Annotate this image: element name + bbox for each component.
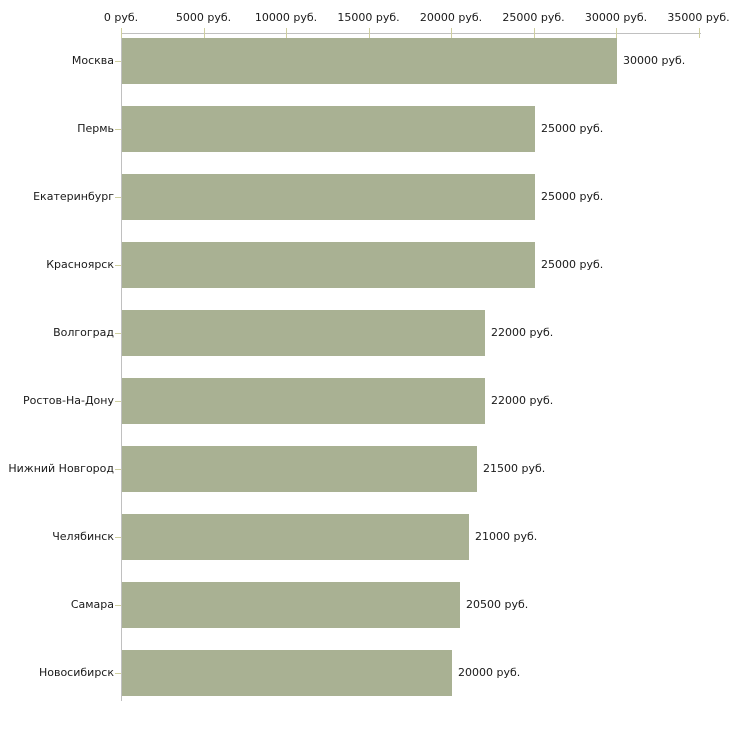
category-label: Красноярск xyxy=(46,258,114,271)
bar-value-label: 25000 руб. xyxy=(541,122,604,135)
bar xyxy=(122,106,535,152)
category-label: Новосибирск xyxy=(38,666,114,679)
x-axis-tick-label: 35000 руб. xyxy=(667,11,730,24)
y-axis-tick xyxy=(115,61,121,62)
x-axis-tick-label: 30000 руб. xyxy=(584,11,648,24)
x-axis-tick-label: 20000 руб. xyxy=(419,11,483,24)
y-axis-tick xyxy=(115,673,121,674)
x-axis-tick-label: 0 руб. xyxy=(103,11,139,24)
bar-value-label: 30000 руб. xyxy=(623,54,686,67)
category-label: Челябинск xyxy=(52,530,114,543)
x-axis-tick-label: 10000 руб. xyxy=(254,11,318,24)
y-axis-tick xyxy=(115,129,121,130)
bar xyxy=(122,378,485,424)
x-axis-line xyxy=(121,33,701,34)
bar xyxy=(122,38,617,84)
category-label: Пермь xyxy=(77,122,114,135)
y-axis-tick xyxy=(115,605,121,606)
bar xyxy=(122,310,485,356)
x-axis-tick xyxy=(451,28,452,38)
x-axis-tick xyxy=(203,28,205,38)
bar xyxy=(122,174,535,220)
category-label: Москва xyxy=(71,54,114,67)
category-label: Самара xyxy=(70,598,114,611)
x-axis-tick-label: 25000 руб. xyxy=(502,11,565,24)
y-axis-tick xyxy=(115,333,121,334)
x-axis-tick xyxy=(533,28,535,38)
bar-value-label: 22000 руб. xyxy=(491,394,554,407)
bar xyxy=(122,514,469,560)
bar-value-label: 21000 руб. xyxy=(475,530,538,543)
y-axis-tick xyxy=(115,537,121,538)
x-axis-tick xyxy=(616,28,617,38)
x-axis-tick-label: 5000 руб. xyxy=(175,11,232,24)
bar-value-label: 21500 руб. xyxy=(483,462,546,475)
bar-value-label: 25000 руб. xyxy=(541,258,604,271)
category-label: Екатеринбург xyxy=(33,190,114,203)
bar-value-label: 22000 руб. xyxy=(491,326,554,339)
bar-value-label: 20000 руб. xyxy=(458,666,521,679)
category-label: Нижний Новгород xyxy=(8,462,114,475)
y-axis-tick xyxy=(115,469,121,470)
bar-value-label: 25000 руб. xyxy=(541,190,604,203)
x-axis-tick-label: 15000 руб. xyxy=(337,11,400,24)
bar xyxy=(122,446,477,492)
bar-value-label: 20500 руб. xyxy=(466,598,529,611)
y-axis-tick xyxy=(115,401,121,402)
x-axis-tick xyxy=(121,28,122,38)
x-axis-tick xyxy=(286,28,287,38)
y-axis-line xyxy=(121,33,122,701)
category-label: Волгоград xyxy=(53,326,114,339)
x-axis-tick xyxy=(698,28,700,38)
x-axis-tick xyxy=(368,28,370,38)
bar xyxy=(122,650,452,696)
bar xyxy=(122,242,535,288)
y-axis-tick xyxy=(115,197,121,198)
bar xyxy=(122,582,460,628)
category-label: Ростов-На-Дону xyxy=(22,394,114,407)
y-axis-tick xyxy=(115,265,121,266)
